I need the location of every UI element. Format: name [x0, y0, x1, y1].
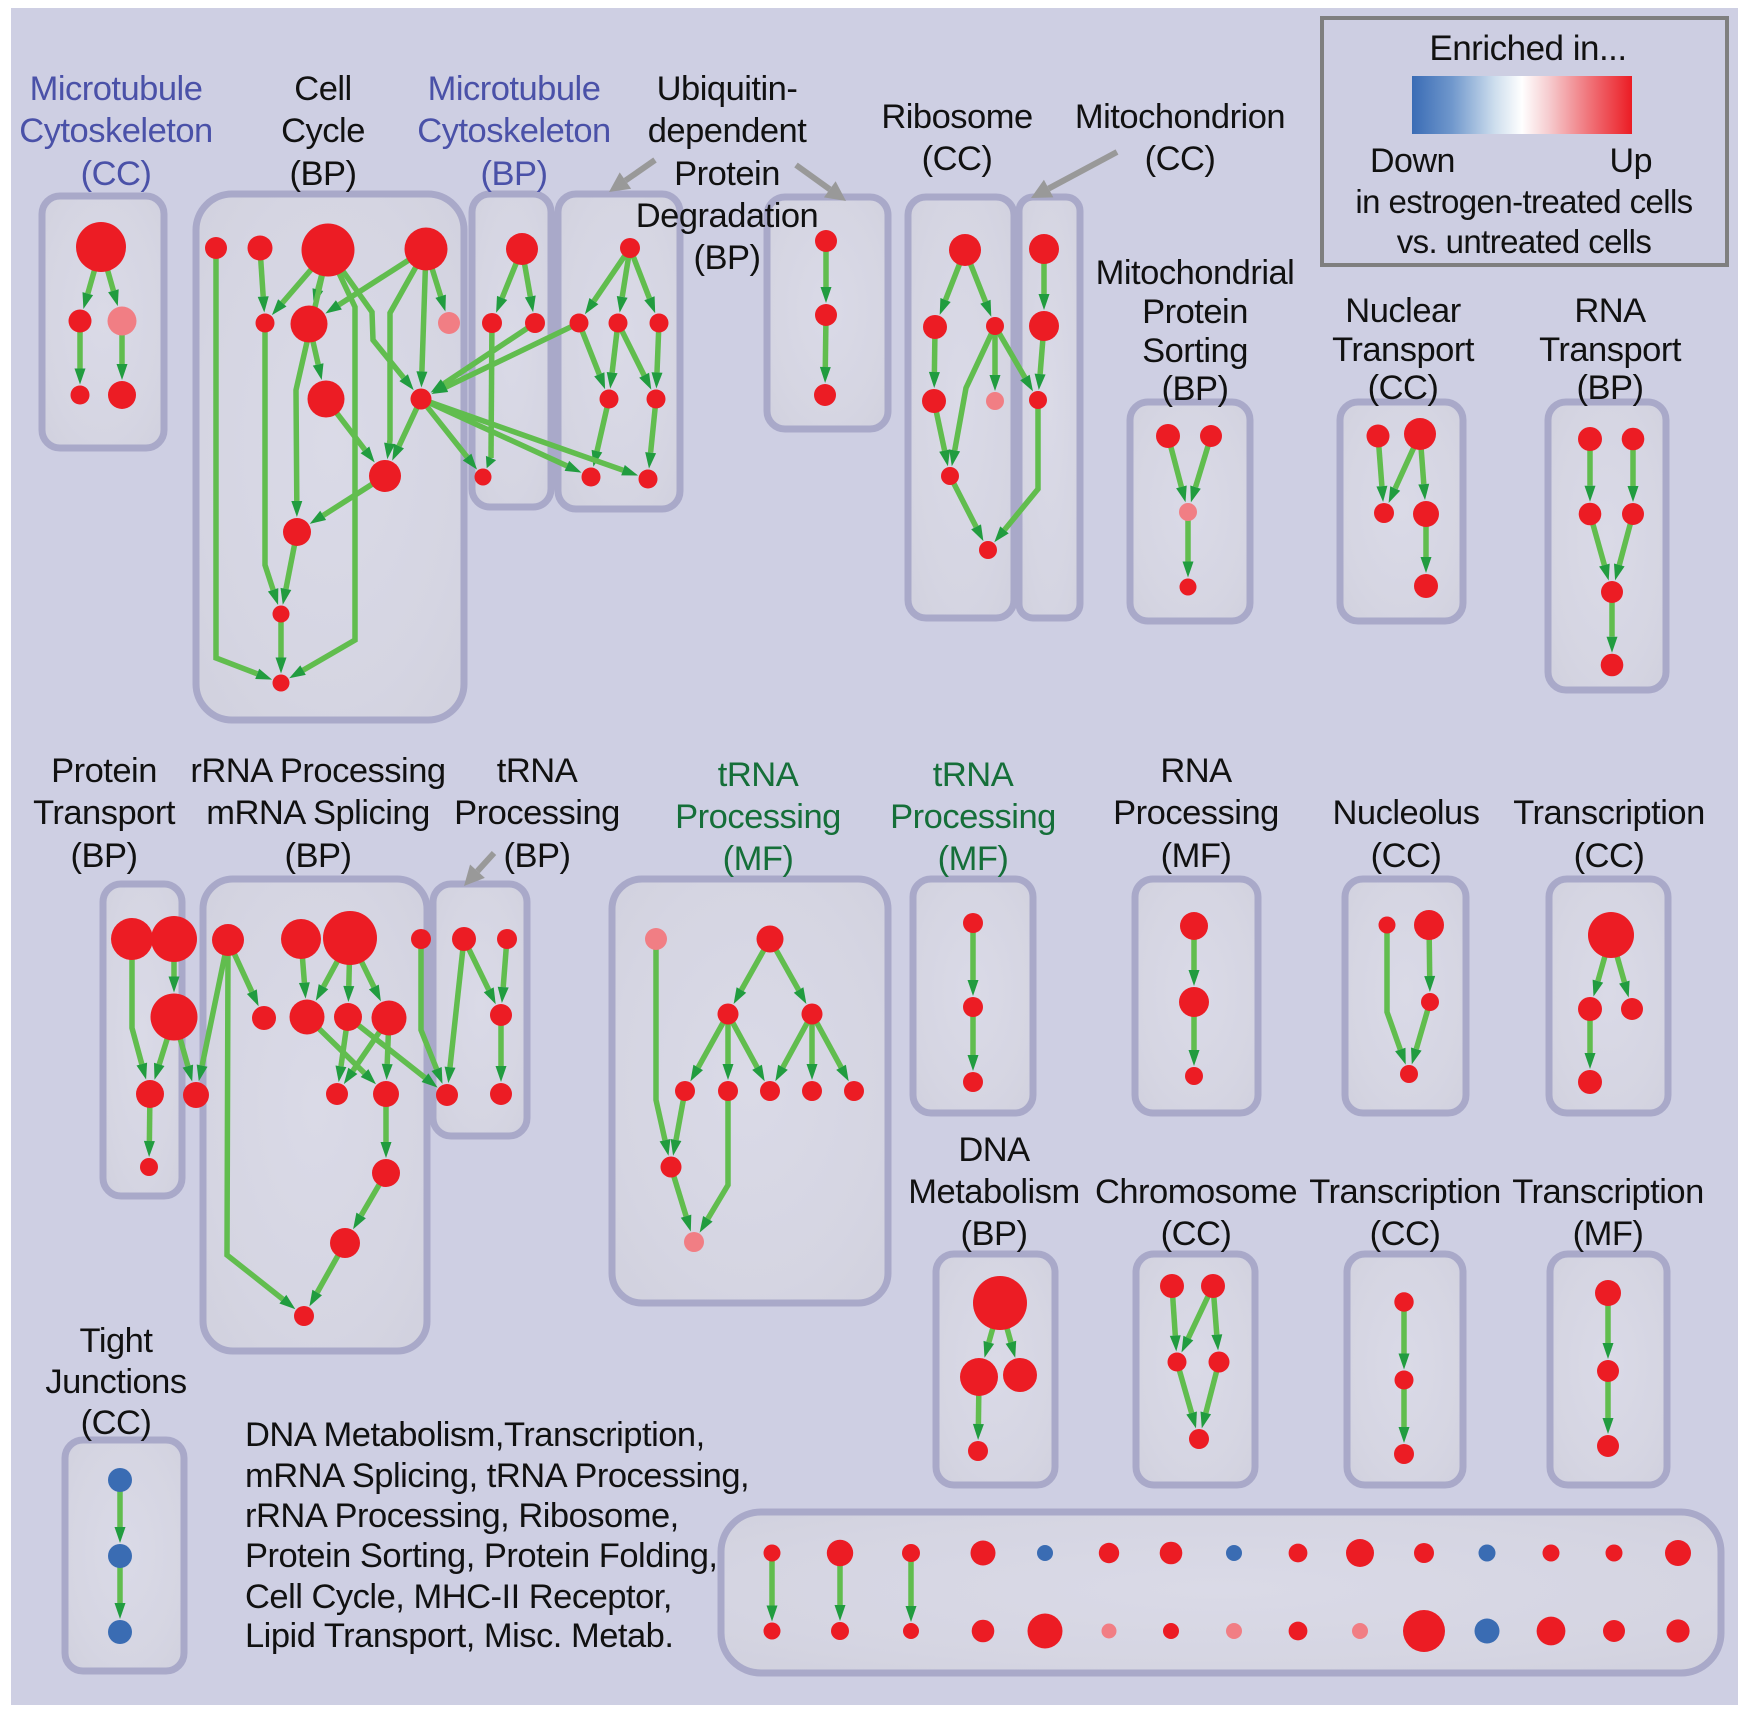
svg-text:Transcription: Transcription	[1513, 794, 1705, 832]
svg-text:(MF): (MF)	[1161, 837, 1232, 875]
svg-text:Nuclear: Nuclear	[1345, 292, 1460, 330]
svg-text:(MF): (MF)	[938, 840, 1009, 878]
svg-text:Nucleolus: Nucleolus	[1333, 794, 1480, 832]
svg-text:RNA: RNA	[1160, 752, 1232, 790]
svg-text:(BP): (BP)	[694, 239, 761, 277]
svg-text:(BP): (BP)	[504, 837, 571, 875]
svg-text:(MF): (MF)	[723, 840, 794, 878]
svg-text:vs. untreated cells: vs. untreated cells	[1397, 223, 1652, 260]
svg-text:Chromosome: Chromosome	[1095, 1173, 1297, 1211]
svg-text:tRNA: tRNA	[718, 756, 799, 794]
svg-text:DNA Metabolism,Transcription,: DNA Metabolism,Transcription,	[245, 1416, 705, 1454]
svg-text:mRNA Splicing, tRNA Processing: mRNA Splicing, tRNA Processing,	[245, 1457, 749, 1495]
svg-text:(BP): (BP)	[71, 837, 138, 875]
svg-text:rRNA Processing: rRNA Processing	[190, 752, 445, 790]
svg-text:(CC): (CC)	[922, 140, 993, 178]
svg-text:Transport: Transport	[1539, 331, 1682, 369]
svg-text:Lipid Transport, Misc. Metab.: Lipid Transport, Misc. Metab.	[245, 1617, 673, 1655]
svg-text:Protein: Protein	[1142, 293, 1248, 331]
svg-text:DNA: DNA	[958, 1131, 1030, 1169]
svg-text:Sorting: Sorting	[1142, 332, 1248, 370]
svg-text:(CC): (CC)	[1371, 837, 1442, 875]
svg-text:Processing: Processing	[454, 794, 620, 832]
svg-text:(CC): (CC)	[1370, 1215, 1441, 1253]
svg-text:(BP): (BP)	[285, 837, 352, 875]
svg-text:Transcription: Transcription	[1512, 1173, 1704, 1211]
svg-text:Tight: Tight	[80, 1322, 154, 1360]
svg-text:Cytoskeleton: Cytoskeleton	[417, 112, 610, 150]
svg-text:(BP): (BP)	[290, 155, 357, 193]
svg-text:Cell Cycle, MHC-II Receptor,: Cell Cycle, MHC-II Receptor,	[245, 1578, 672, 1616]
svg-text:(CC): (CC)	[81, 1404, 152, 1442]
svg-text:Enriched in...: Enriched in...	[1429, 29, 1626, 68]
svg-text:Protein Sorting, Protein Foldi: Protein Sorting, Protein Folding,	[245, 1537, 718, 1575]
svg-text:Processing: Processing	[890, 798, 1056, 836]
svg-text:Ubiquitin-: Ubiquitin-	[657, 70, 798, 108]
svg-text:tRNA: tRNA	[933, 756, 1014, 794]
svg-text:Mitochondrial: Mitochondrial	[1096, 254, 1295, 292]
svg-text:Cycle: Cycle	[281, 112, 365, 150]
svg-text:Cytoskeleton: Cytoskeleton	[19, 112, 212, 150]
svg-text:(BP): (BP)	[481, 155, 548, 193]
svg-text:(CC): (CC)	[1161, 1215, 1232, 1253]
svg-text:in estrogen-treated cells: in estrogen-treated cells	[1355, 183, 1692, 220]
svg-text:Microtubule: Microtubule	[30, 70, 203, 108]
svg-text:(CC): (CC)	[1574, 837, 1645, 875]
svg-text:Protein: Protein	[674, 155, 780, 193]
svg-text:mRNA Splicing: mRNA Splicing	[206, 794, 430, 832]
svg-text:(BP): (BP)	[1577, 369, 1644, 407]
svg-text:(CC): (CC)	[81, 155, 152, 193]
svg-text:Transport: Transport	[33, 794, 176, 832]
svg-text:(CC): (CC)	[1145, 140, 1216, 178]
svg-text:(MF): (MF)	[1573, 1215, 1644, 1253]
svg-text:Processing: Processing	[675, 798, 841, 836]
svg-text:Processing: Processing	[1113, 794, 1279, 832]
svg-text:Transport: Transport	[1332, 331, 1475, 369]
svg-text:Microtubule: Microtubule	[428, 70, 601, 108]
svg-text:dependent: dependent	[648, 112, 807, 150]
svg-text:Degradation: Degradation	[636, 197, 818, 235]
svg-text:Transcription: Transcription	[1309, 1173, 1501, 1211]
svg-text:Cell: Cell	[294, 70, 351, 108]
svg-text:Mitochondrion: Mitochondrion	[1075, 98, 1285, 136]
svg-text:(BP): (BP)	[961, 1215, 1028, 1253]
svg-text:rRNA Processing, Ribosome,: rRNA Processing, Ribosome,	[245, 1497, 679, 1535]
svg-text:RNA: RNA	[1574, 292, 1646, 330]
svg-text:Junctions: Junctions	[45, 1363, 186, 1401]
svg-text:Up: Up	[1610, 142, 1652, 180]
svg-text:tRNA: tRNA	[497, 752, 578, 790]
svg-text:Ribosome: Ribosome	[881, 98, 1032, 136]
svg-text:(BP): (BP)	[1162, 370, 1229, 408]
svg-text:Down: Down	[1370, 142, 1455, 180]
svg-text:(CC): (CC)	[1368, 369, 1439, 407]
svg-text:Protein: Protein	[51, 752, 157, 790]
svg-text:Metabolism: Metabolism	[908, 1173, 1079, 1211]
